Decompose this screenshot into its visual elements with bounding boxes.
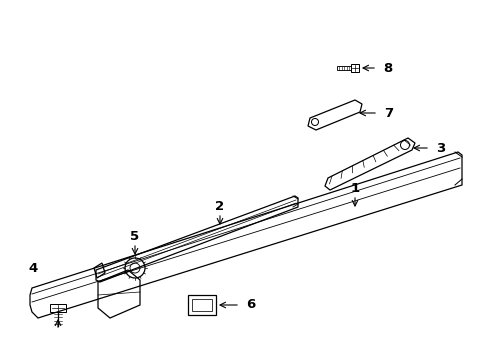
Text: 1: 1 [350, 181, 359, 194]
Text: 8: 8 [382, 62, 391, 75]
Bar [350, 64, 358, 72]
Text: 2: 2 [215, 199, 224, 212]
Text: 6: 6 [245, 298, 255, 311]
Bar [187, 295, 216, 315]
Text: 5: 5 [130, 230, 139, 243]
Bar [50, 304, 66, 312]
Text: 4: 4 [28, 261, 38, 274]
Bar [192, 299, 212, 311]
Text: 7: 7 [383, 107, 392, 120]
Text: 3: 3 [435, 141, 445, 154]
